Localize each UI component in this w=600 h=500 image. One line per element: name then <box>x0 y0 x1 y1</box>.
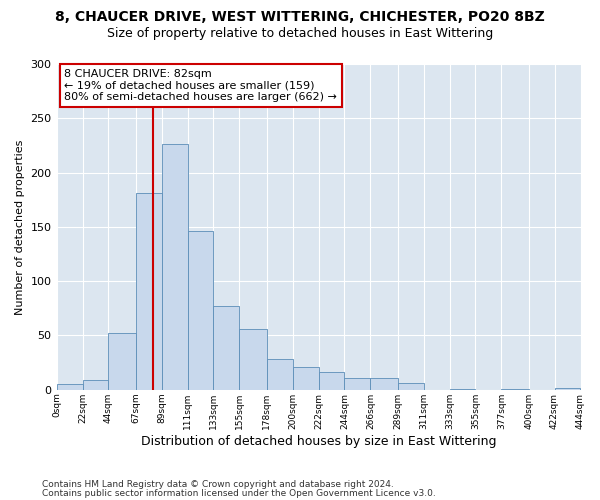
Text: Contains public sector information licensed under the Open Government Licence v3: Contains public sector information licen… <box>42 490 436 498</box>
Bar <box>502 388 529 390</box>
Bar <box>56 384 83 390</box>
Bar <box>449 388 475 390</box>
Text: 8 CHAUCER DRIVE: 82sqm
← 19% of detached houses are smaller (159)
80% of semi-de: 8 CHAUCER DRIVE: 82sqm ← 19% of detached… <box>64 69 337 102</box>
Bar <box>293 367 319 390</box>
Bar <box>266 360 293 390</box>
Bar <box>109 334 136 390</box>
Bar <box>554 388 580 390</box>
Bar <box>398 384 424 390</box>
Bar <box>161 144 188 390</box>
X-axis label: Distribution of detached houses by size in East Wittering: Distribution of detached houses by size … <box>141 434 496 448</box>
Bar <box>319 372 344 390</box>
Bar <box>344 378 370 390</box>
Bar <box>83 380 109 390</box>
Bar <box>370 378 398 390</box>
Y-axis label: Number of detached properties: Number of detached properties <box>15 139 25 314</box>
Bar <box>188 231 214 390</box>
Bar <box>214 306 239 390</box>
Text: Size of property relative to detached houses in East Wittering: Size of property relative to detached ho… <box>107 28 493 40</box>
Text: Contains HM Land Registry data © Crown copyright and database right 2024.: Contains HM Land Registry data © Crown c… <box>42 480 394 489</box>
Text: 8, CHAUCER DRIVE, WEST WITTERING, CHICHESTER, PO20 8BZ: 8, CHAUCER DRIVE, WEST WITTERING, CHICHE… <box>55 10 545 24</box>
Bar <box>136 193 161 390</box>
Bar <box>239 329 266 390</box>
